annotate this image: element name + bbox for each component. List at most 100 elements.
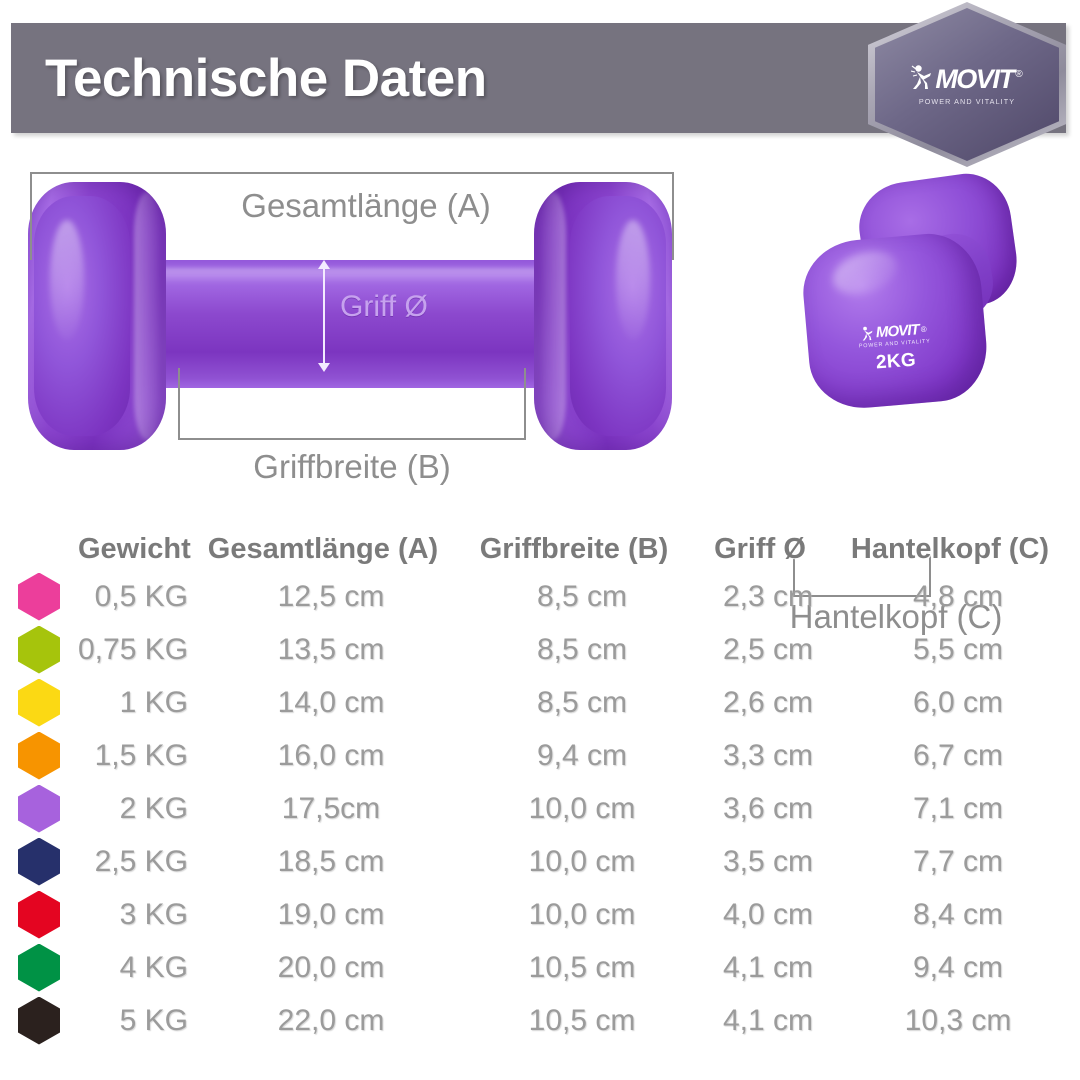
dumbbell-head-front: [799, 229, 991, 413]
hexagon-color-icon: [18, 996, 60, 1045]
runner-figure-icon: [911, 64, 932, 89]
hexagon-color-icon: [18, 678, 60, 727]
dumbbell-head-gloss: [50, 220, 84, 340]
dumbbell-side-view-image: [28, 182, 698, 452]
table-row: 2 KG 17,5cm 10,0 cm 3,6 cm 7,1 cm: [0, 782, 1080, 835]
table-cell-head-diameter: 9,4 cm: [912, 950, 1004, 984]
table-header: Gewicht Gesamtlänge (A) Griffbreite (B) …: [0, 528, 1080, 570]
table-cell-head-diameter: 7,7 cm: [912, 844, 1004, 878]
hexagon-color-icon: [18, 943, 60, 992]
logo-content: MOVIT ® POWER AND VITALITY: [868, 2, 1066, 167]
table-cell-overall-length: 20,0 cm: [277, 950, 385, 984]
table-cell-head-diameter: 5,5 cm: [912, 632, 1004, 666]
header-cell-grip-width: Griffbreite (B): [479, 532, 669, 565]
table-cell-overall-length: 18,5 cm: [277, 844, 385, 878]
dumbbell-brand-row: MOVIT ®: [828, 319, 959, 345]
logo-wordmark-row: MOVIT ®: [911, 63, 1023, 95]
table-cell-color-swatch: [0, 890, 78, 939]
table-cell-overall-length: 14,0 cm: [277, 685, 385, 719]
table-row: 4 KG 20,0 cm 10,5 cm 4,1 cm 9,4 cm: [0, 941, 1080, 994]
arrow-up-icon: [318, 260, 330, 269]
table-cell-grip-diameter: 4,1 cm: [722, 1003, 814, 1037]
table-cell-overall-length: 17,5cm: [281, 791, 381, 825]
table-cell-grip-width: 8,5 cm: [536, 685, 628, 719]
dimension-tick-a-right: [672, 172, 674, 260]
table-cell-grip-width: 9,4 cm: [536, 738, 628, 772]
dumbbell-printed-branding: MOVIT ® POWER AND VITALITY 2KG: [828, 319, 961, 378]
dumbbell-grip-bar: [146, 260, 564, 388]
dimension-tick-b-right: [524, 368, 526, 440]
table-cell-color-swatch: [0, 996, 78, 1045]
page-header: Technische Daten MOVIT ® POWER AND VITAL…: [0, 0, 1080, 167]
table-body: 0,5 KG 12,5 cm 8,5 cm 2,3 cm 4,8 cm 0,75 KG 13…: [0, 570, 1080, 1047]
table-cell-head-diameter: 6,7 cm: [912, 738, 1004, 772]
dimension-arrow-grip-diameter: [317, 260, 331, 372]
table-cell-grip-diameter: 3,3 cm: [722, 738, 814, 772]
registered-trademark-icon: ®: [1015, 68, 1023, 80]
dimension-label-head-diameter: Hantelkopf (C): [789, 598, 1003, 635]
hexagon-color-icon: [18, 572, 60, 621]
table-cell-grip-width: 8,5 cm: [536, 579, 628, 613]
table-cell-head-diameter: 6,0 cm: [912, 685, 1004, 719]
table-cell-grip-width: 10,0 cm: [528, 897, 636, 931]
registered-trademark-icon: ®: [920, 324, 928, 335]
table-row: 1,5 KG 16,0 cm 9,4 cm 3,3 cm 6,7 cm: [0, 729, 1080, 782]
header-cell-weight: Gewicht: [78, 532, 191, 565]
dimension-tick-a-left: [30, 172, 32, 260]
table-cell-head-diameter: 10,3 cm: [904, 1003, 1012, 1037]
table-cell-grip-width: 10,5 cm: [528, 950, 636, 984]
dimension-tick-b-left: [178, 368, 180, 440]
dumbbell-head-left: [28, 182, 166, 450]
dumbbell-head-rim: [134, 192, 160, 440]
movit-logo: MOVIT ® POWER AND VITALITY: [868, 2, 1066, 167]
dimension-line-a-rule: [30, 172, 674, 174]
table-cell-weight: 2,5 KG: [94, 844, 188, 878]
hexagon-color-icon: [18, 784, 60, 833]
dimension-label-grip-diameter: Griff Ø: [340, 290, 428, 323]
table-cell-color-swatch: [0, 784, 78, 833]
table-header-row: Gewicht Gesamtlänge (A) Griffbreite (B) …: [0, 528, 1080, 570]
table-cell-weight: 1,5 KG: [94, 738, 188, 772]
header-cell-head-diameter: Hantelkopf (C): [850, 532, 1050, 565]
arrow-shaft: [323, 266, 325, 366]
table-cell-overall-length: 19,0 cm: [277, 897, 385, 931]
table-cell-head-diameter: 8,4 cm: [912, 897, 1004, 931]
dimension-line-overall-length: [30, 172, 674, 262]
table-cell-grip-diameter: 3,5 cm: [722, 844, 814, 878]
dimension-line-head-diameter: [793, 555, 931, 597]
table-cell-weight: 0,5 KG: [94, 579, 188, 613]
dimension-line-grip-width: [178, 367, 526, 440]
arrow-down-icon: [318, 363, 330, 372]
table-cell-weight: 0,75 KG: [78, 632, 189, 666]
table-cell-head-diameter: 4,8 cm: [912, 579, 1004, 613]
hexagon-color-icon: [18, 731, 60, 780]
table-cell-weight: 2 KG: [119, 791, 188, 825]
table-cell-weight: 3 KG: [119, 897, 188, 931]
table-cell-grip-width: 8,5 cm: [536, 632, 628, 666]
table-cell-weight: 1 KG: [119, 685, 188, 719]
table-cell-color-swatch: [0, 572, 78, 621]
table-cell-grip-width: 10,0 cm: [528, 791, 636, 825]
hexagon-color-icon: [18, 890, 60, 939]
page-title: Technische Daten: [45, 49, 487, 108]
table-cell-grip-diameter: 4,1 cm: [722, 950, 814, 984]
table-cell-weight: 5 KG: [119, 1003, 188, 1037]
table-cell-color-swatch: [0, 837, 78, 886]
table-row: 3 KG 19,0 cm 10,0 cm 4,0 cm 8,4 cm: [0, 888, 1080, 941]
dumbbell-angled-view-image: MOVIT ® POWER AND VITALITY 2KG: [790, 168, 1030, 425]
logo-wordmark-text: MOVIT: [935, 63, 1015, 94]
table-cell-overall-length: 13,5 cm: [277, 632, 385, 666]
runner-figure-icon: [862, 326, 873, 341]
dimension-diagram: Gesamtlänge (A) Griffbreite (B) Griff Ø: [0, 150, 1080, 635]
specifications-table: Gewicht Gesamtlänge (A) Griffbreite (B) …: [0, 528, 1080, 1047]
dimension-line-b-rule: [178, 438, 526, 440]
table-cell-grip-diameter: 2,3 cm: [722, 579, 814, 613]
table-cell-color-swatch: [0, 625, 78, 674]
header-cell-grip-diameter: Griff Ø: [714, 532, 806, 565]
table-row: 0,5 KG 12,5 cm 8,5 cm 2,3 cm 4,8 cm: [0, 570, 1080, 623]
dumbbell-head-face: [34, 196, 130, 436]
table-cell-color-swatch: [0, 731, 78, 780]
dimension-tick-c-right: [929, 555, 931, 597]
hexagon-color-icon: [18, 625, 60, 674]
logo-tagline-text: POWER AND VITALITY: [918, 96, 1016, 106]
